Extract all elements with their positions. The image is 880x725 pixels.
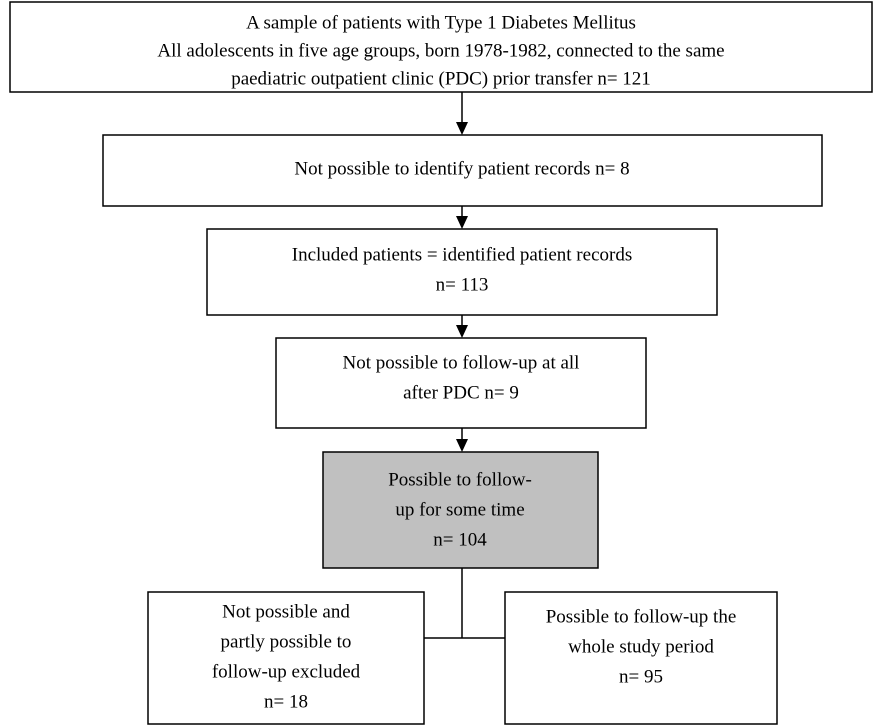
box-text: n= 104 — [433, 529, 487, 550]
box-text: n= 18 — [264, 691, 308, 712]
box-text: after PDC n= 9 — [403, 382, 519, 403]
box-text: All adolescents in five age groups, born… — [157, 40, 724, 61]
box-excluded — [147, 591, 425, 725]
arrowhead — [456, 325, 468, 338]
box-unidentified — [102, 134, 823, 207]
arrowhead — [456, 439, 468, 452]
box-text: Not possible and — [222, 601, 350, 622]
box-text: partly possible to — [221, 631, 352, 652]
box-text: n= 113 — [436, 274, 489, 295]
arrowhead — [456, 122, 468, 135]
box-text: whole study period — [568, 636, 714, 657]
box-text: n= 95 — [619, 666, 663, 687]
box-text: Not possible to identify patient records… — [294, 158, 629, 179]
box-text: follow-up excluded — [212, 661, 361, 682]
box-whole-period — [504, 591, 778, 725]
box-no-follow-up — [275, 337, 647, 429]
box-text: up for some time — [395, 499, 524, 520]
box-text: paediatric outpatient clinic (PDC) prior… — [231, 68, 651, 89]
box-text: Included patients = identified patient r… — [292, 244, 632, 265]
box-sample — [9, 1, 873, 93]
box-some-follow-up — [322, 451, 599, 569]
box-included — [206, 228, 718, 316]
box-text: Possible to follow-up the — [546, 606, 737, 627]
box-text: Not possible to follow-up at all — [343, 352, 580, 373]
box-text: Possible to follow- — [388, 469, 532, 490]
box-text: A sample of patients with Type 1 Diabete… — [246, 12, 636, 33]
arrowhead — [456, 216, 468, 229]
